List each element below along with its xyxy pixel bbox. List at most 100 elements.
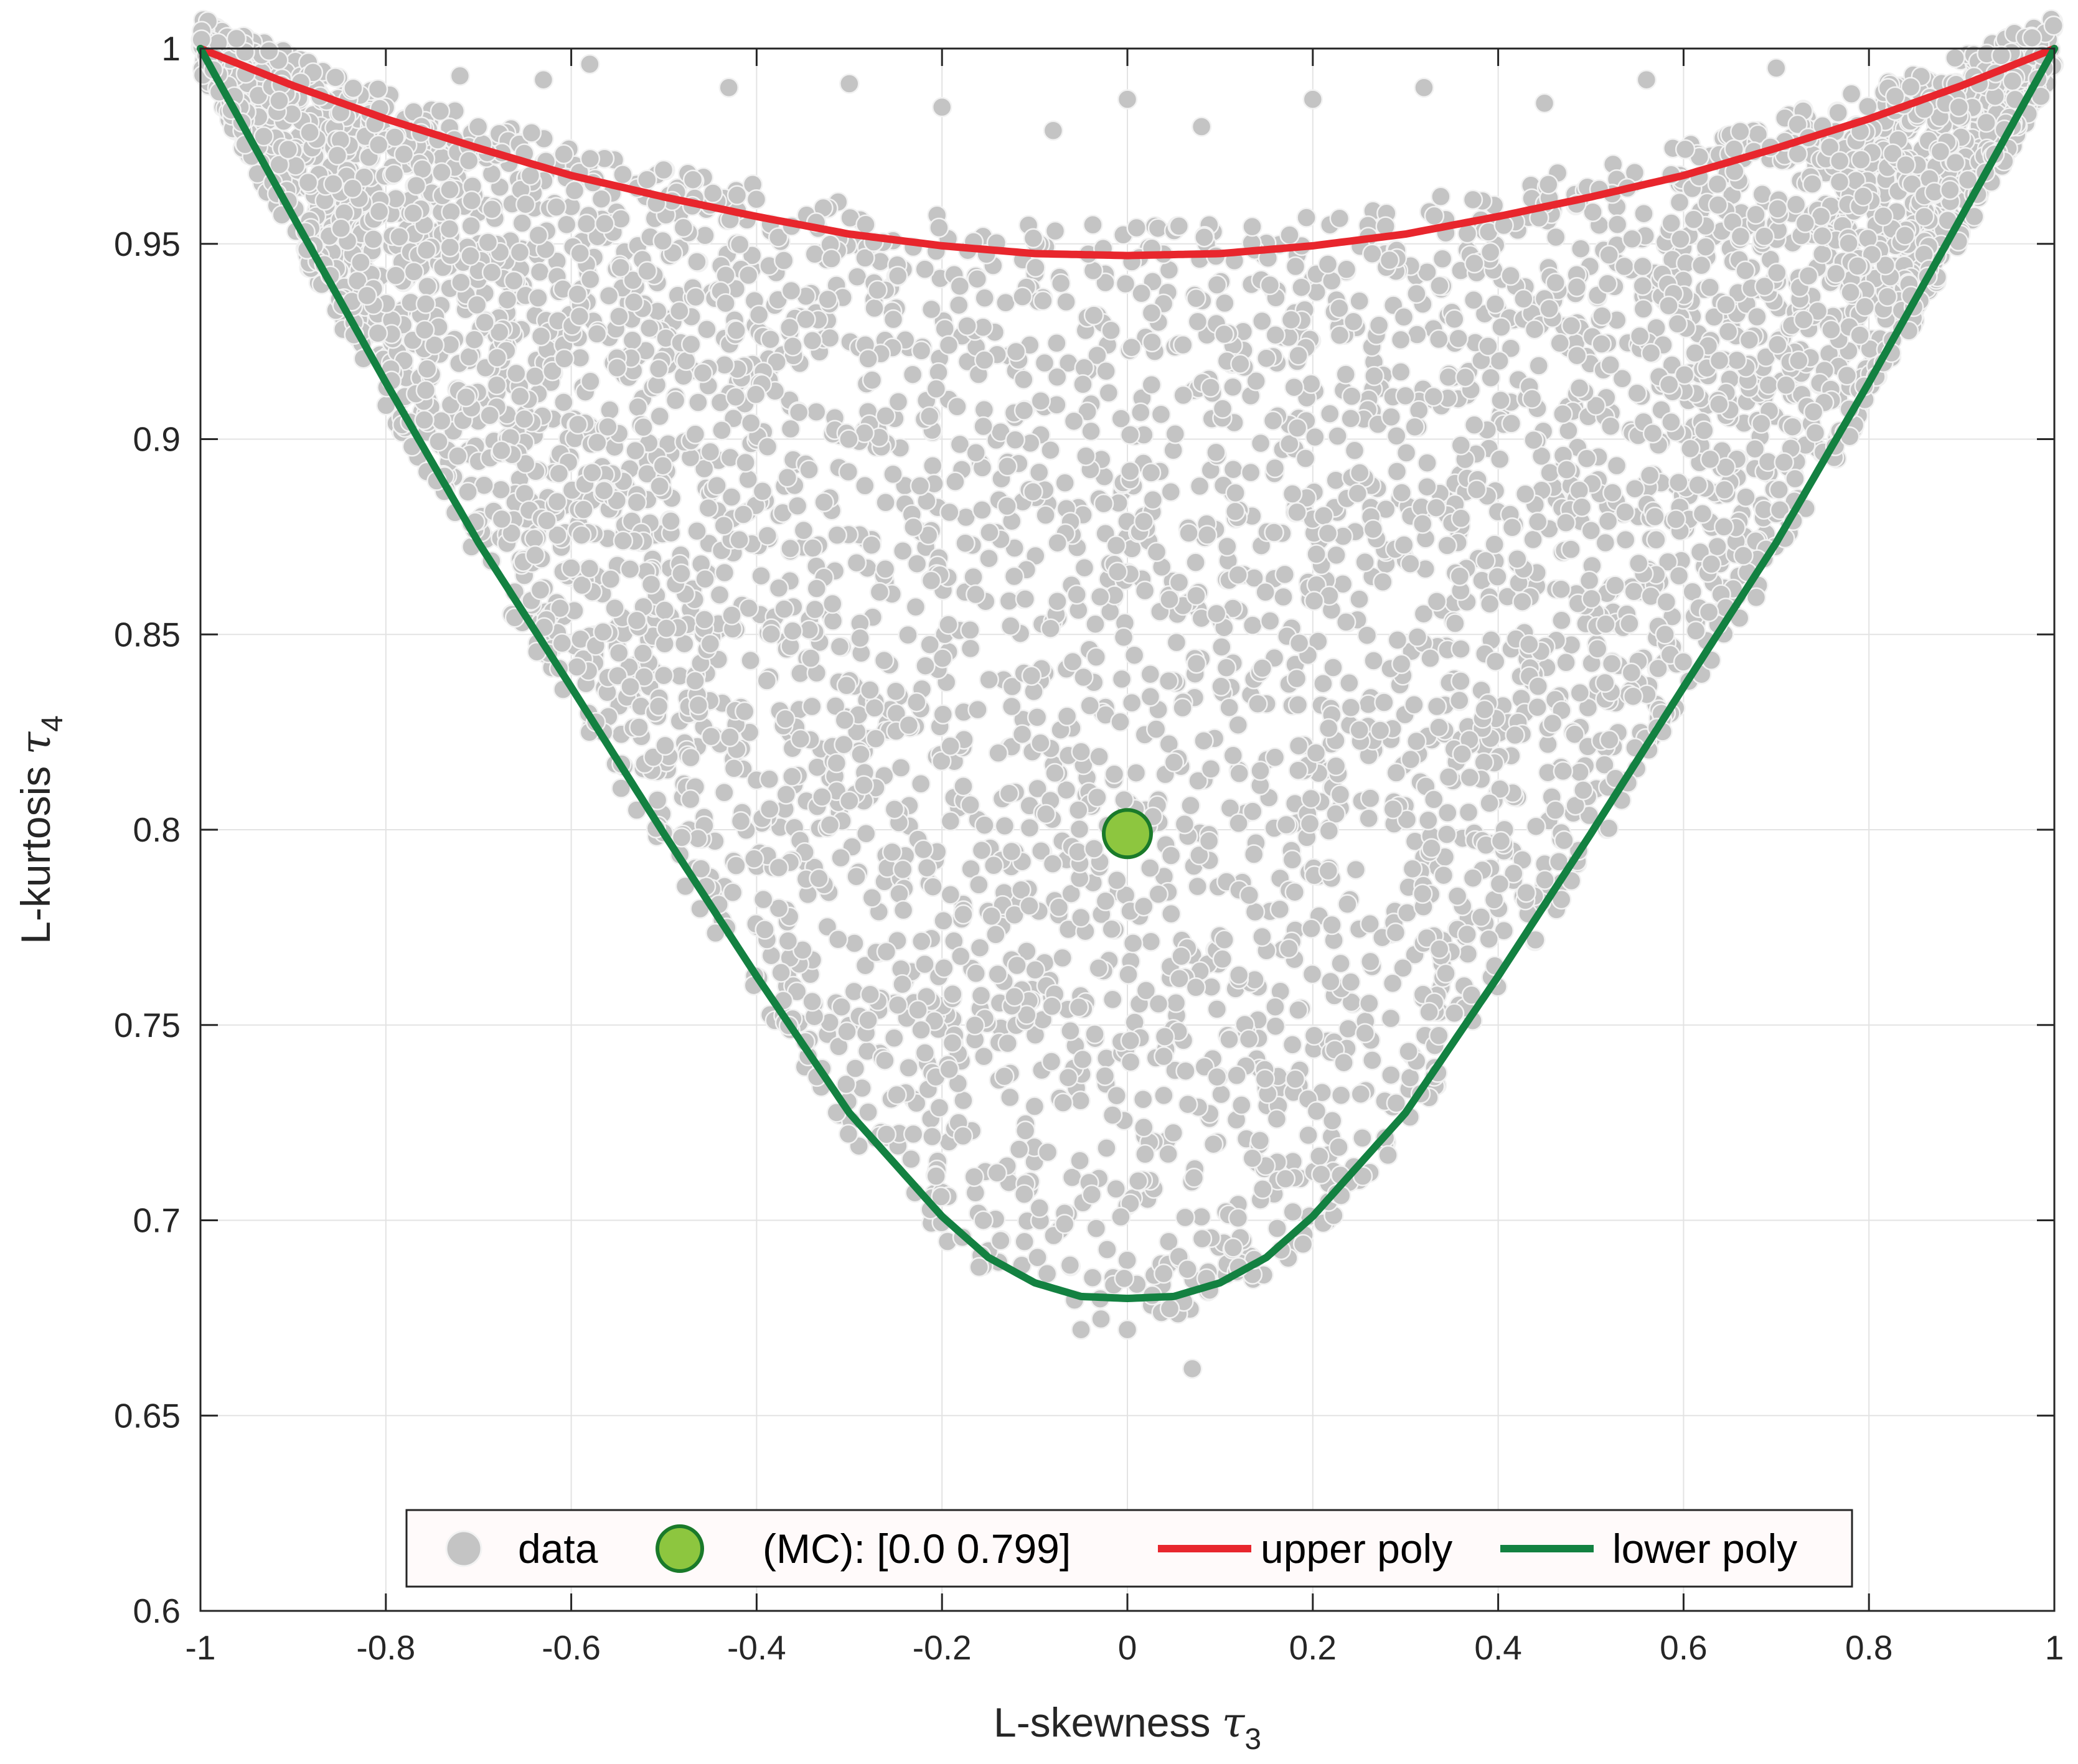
scatter-point <box>804 599 825 620</box>
scatter-point <box>1023 228 1044 249</box>
scatter-point <box>1349 720 1370 741</box>
scatter-point <box>468 116 489 138</box>
scatter-point <box>1215 293 1235 314</box>
scatter-point <box>1120 1030 1141 1051</box>
scatter-point <box>1464 415 1485 436</box>
scatter-point <box>1528 355 1549 376</box>
scatter-point <box>1225 501 1246 522</box>
scatter-point <box>850 627 870 649</box>
scatter-point <box>963 566 984 588</box>
scatter-point <box>1328 1137 1349 1158</box>
scatter-point <box>226 28 247 49</box>
scatter-point <box>474 312 495 333</box>
scatter-point <box>1086 1218 1107 1239</box>
scatter-point <box>1211 637 1232 657</box>
scatter-point <box>864 698 885 718</box>
scatter-point <box>2043 15 2064 36</box>
scatter-point <box>1177 1259 1198 1280</box>
scatter-point <box>1107 561 1128 582</box>
scatter-point <box>1306 1100 1327 1122</box>
scatter-point <box>1327 426 1348 446</box>
scatter-point <box>740 413 761 433</box>
scatter-point <box>1408 400 1429 421</box>
scatter-point <box>875 406 896 426</box>
scatter-point <box>947 396 967 417</box>
scatter-point <box>1624 581 1644 602</box>
scatter-point <box>1545 227 1566 248</box>
scatter-point <box>999 783 1020 804</box>
scatter-point <box>1106 1085 1127 1106</box>
scatter-point <box>922 1126 943 1147</box>
scatter-point <box>1027 1247 1048 1268</box>
scatter-point <box>665 390 686 411</box>
scatter-point <box>1432 248 1453 270</box>
scatter-point <box>1457 924 1477 945</box>
scatter-point <box>1775 375 1797 396</box>
scatter-point <box>1164 752 1185 773</box>
scatter-point <box>997 456 1018 477</box>
scatter-point <box>898 624 918 645</box>
scatter-point <box>969 937 990 958</box>
scatter-point <box>1252 926 1272 947</box>
scatter-point <box>1342 386 1362 406</box>
scatter-point <box>1523 529 1543 550</box>
scatter-point <box>1629 326 1650 347</box>
scatter-point <box>1095 891 1116 912</box>
scatter-point <box>945 471 966 492</box>
scatter-point <box>1803 401 1824 422</box>
scatter-point <box>698 497 719 518</box>
scatter-point <box>1265 1016 1286 1036</box>
scatter-point <box>661 510 681 532</box>
scatter-point <box>1330 953 1351 974</box>
scatter-point <box>892 540 913 561</box>
scatter-point <box>1171 945 1192 967</box>
scatter-point <box>1680 438 1701 459</box>
scatter-point <box>367 323 388 344</box>
scatter-point <box>1551 579 1571 599</box>
scatter-point <box>1393 307 1414 327</box>
scatter-point <box>1828 102 1848 123</box>
scatter-point <box>1605 575 1625 596</box>
scatter-point <box>1785 194 1807 215</box>
scatter-point <box>1322 914 1342 936</box>
scatter-point <box>299 122 320 143</box>
scatter-point <box>1402 858 1423 880</box>
scatter-point <box>1658 374 1680 395</box>
scatter-point <box>1624 478 1645 499</box>
scatter-point <box>829 636 850 657</box>
scatter-point <box>1538 174 1559 195</box>
scatter-point <box>1259 611 1281 631</box>
scatter-point <box>1076 446 1096 466</box>
scatter-point <box>1286 668 1307 689</box>
scatter-point <box>1106 1178 1126 1199</box>
scatter-point <box>1177 1094 1198 1115</box>
scatter-point <box>855 823 877 844</box>
scatter-point <box>886 1084 907 1105</box>
scatter-point <box>1445 613 1465 634</box>
scatter-point <box>653 665 674 686</box>
scatter-point <box>914 1043 936 1063</box>
scatter-point <box>1400 553 1421 574</box>
scatter-point <box>1282 850 1303 870</box>
scatter-point <box>1185 552 1206 573</box>
scatter-point <box>861 535 882 556</box>
scatter-point <box>883 309 904 330</box>
scatter-point <box>801 648 821 669</box>
scatter-point <box>1390 362 1411 382</box>
scatter-point <box>853 775 874 795</box>
scatter-point <box>903 1124 924 1145</box>
scatter-point <box>1071 741 1091 762</box>
scatter-point <box>1134 580 1155 601</box>
scatter-point <box>458 482 478 502</box>
scatter-point <box>1535 870 1555 890</box>
scatter-point <box>1381 1064 1401 1086</box>
scatter-point <box>715 293 736 314</box>
scatter-point <box>1150 404 1172 425</box>
scatter-point <box>973 1210 994 1231</box>
scatter-point <box>1193 730 1214 751</box>
scatter-point <box>1656 591 1677 612</box>
scatter-point <box>722 605 742 626</box>
scatter-point <box>1301 918 1322 939</box>
scatter-point <box>1418 810 1439 831</box>
scatter-point <box>1478 336 1498 357</box>
